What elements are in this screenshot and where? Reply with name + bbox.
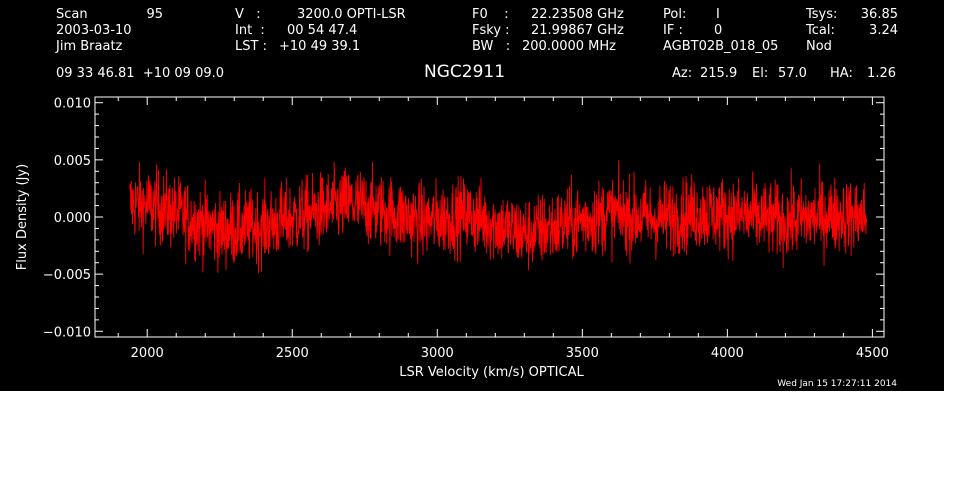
polarization-value: I — [716, 7, 720, 22]
x-tick-label: 4500 — [856, 346, 889, 361]
project-id: AGBT02B_018_05 — [663, 39, 779, 54]
f0-label: F0 : — [472, 7, 509, 22]
if-label: IF : — [663, 23, 683, 38]
source-name: NGC2911 — [424, 62, 506, 82]
tcal-value: 3.24 — [869, 23, 898, 38]
f0-value: 22.23508 GHz — [531, 7, 624, 22]
hour-angle-label: HA: — [830, 66, 853, 81]
x-tick-label: 2000 — [131, 346, 164, 361]
velocity-label: V : — [235, 7, 261, 22]
spectrum-panel: Scan 95 2003-03-10 Jim Braatz V : 3200.0… — [0, 0, 944, 391]
series-layer — [129, 160, 868, 274]
spectrum-plot: 2000 2500 3000 3500 4000 4500 −0.010 −0.005 0.00… — [15, 96, 889, 380]
x-axis-title: LSR Velocity (km/s) OPTICAL — [399, 365, 584, 380]
scan-label: Scan — [56, 7, 88, 22]
source-coordinates: 09 33 46.81 +10 09 09.0 — [56, 66, 225, 81]
y-tick-label: 0.000 — [54, 211, 91, 226]
fsky-label: Fsky : — [472, 23, 510, 38]
y-tick-label: 0.005 — [54, 154, 91, 169]
tsys-value: 36.85 — [860, 7, 898, 22]
scan-number: 95 — [146, 7, 163, 22]
y-tick-label: −0.005 — [43, 268, 91, 283]
hour-angle-value: 1.26 — [867, 66, 896, 81]
azimuth-label: Az: — [672, 66, 693, 81]
y-tick-label: −0.010 — [43, 325, 91, 340]
observer-name: Jim Braatz — [56, 39, 123, 54]
azimuth-value: 215.9 — [700, 66, 738, 81]
generation-timestamp: Wed Jan 15 17:27:11 2014 — [777, 379, 897, 389]
if-value: 0 — [714, 23, 723, 38]
spectrum-series-line — [129, 160, 868, 274]
observing-mode: Nod — [806, 39, 832, 54]
elevation-value: 57.0 — [778, 66, 807, 81]
integration-value: 00 54 47.4 — [287, 23, 358, 38]
elevation-label: El: — [752, 66, 769, 81]
bandwidth-value: 200.0000 MHz — [522, 39, 616, 54]
x-tick-label: 4000 — [711, 346, 744, 361]
lst-value: +10 49 39.1 — [279, 39, 361, 54]
integration-label: Int : — [235, 23, 265, 38]
lst-label: LST : — [235, 39, 267, 54]
tsys-label: Tsys: — [806, 7, 838, 22]
x-tick-label: 3000 — [421, 346, 454, 361]
polarization-label: Pol: — [663, 7, 687, 22]
bandwidth-label: BW : — [472, 39, 511, 54]
observation-date: 2003-03-10 — [56, 23, 132, 38]
velocity-value: 3200.0 OPTI-LSR — [297, 7, 406, 22]
axes-layer: 2000 2500 3000 3500 4000 4500 −0.010 −0.005 0.00… — [15, 97, 889, 380]
x-tick-label: 3500 — [566, 346, 599, 361]
tcal-label: Tcal: — [806, 23, 835, 38]
y-tick-label: 0.010 — [54, 97, 91, 112]
x-tick-label: 2500 — [276, 346, 309, 361]
fsky-value: 21.99867 GHz — [531, 23, 624, 38]
y-axis-title: Flux Density (Jy) — [15, 164, 30, 270]
